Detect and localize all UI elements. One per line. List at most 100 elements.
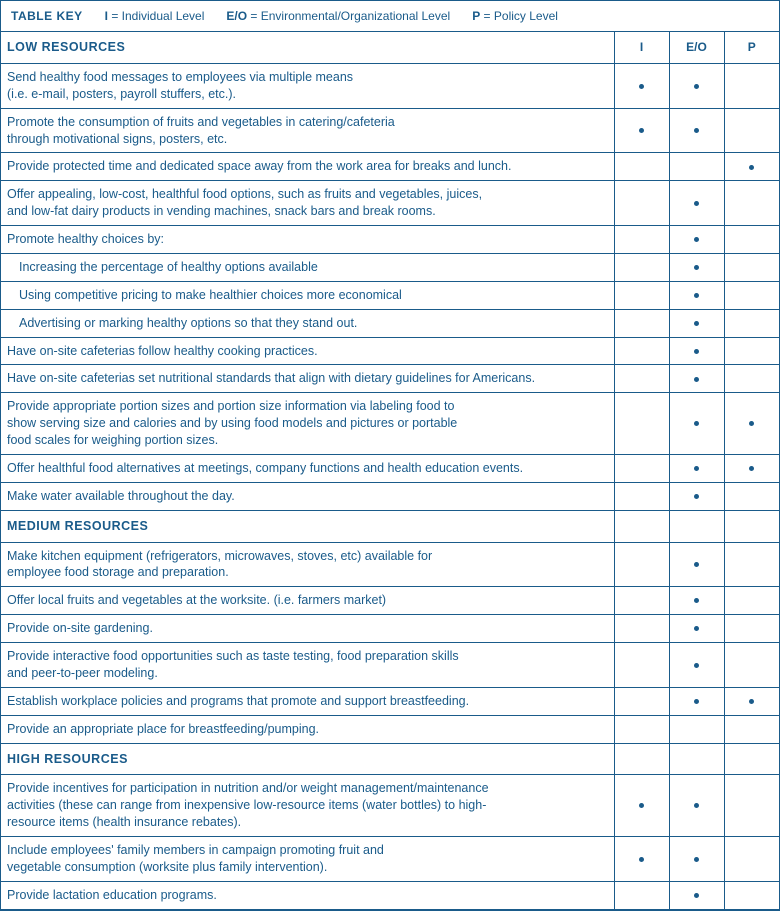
table-key-i-text: = Individual Level <box>111 9 204 23</box>
cell-i <box>614 643 669 688</box>
table-row: Send healthy food messages to employees … <box>1 63 779 108</box>
cell-eo <box>669 775 724 837</box>
cell-p <box>724 108 779 153</box>
cell-i <box>614 181 669 226</box>
row-description: Send healthy food messages to employees … <box>1 63 614 108</box>
cell-eo <box>669 837 724 882</box>
cell-p <box>724 365 779 393</box>
table-row: Provide protected time and dedicated spa… <box>1 153 779 181</box>
table-row: Provide on-site gardening. <box>1 615 779 643</box>
cell-p <box>724 687 779 715</box>
cell-eo <box>669 542 724 587</box>
table-row: Offer local fruits and vegetables at the… <box>1 587 779 615</box>
cell-p <box>724 153 779 181</box>
cell-i <box>614 687 669 715</box>
cell-i <box>614 837 669 882</box>
cell-eo <box>669 715 724 743</box>
table-row: Have on-site cafeterias set nutritional … <box>1 365 779 393</box>
cell-i <box>614 309 669 337</box>
table-row: Provide an appropriate place for breastf… <box>1 715 779 743</box>
table-row: Have on-site cafeterias follow healthy c… <box>1 337 779 365</box>
dot-icon <box>749 699 754 704</box>
cell-i <box>614 775 669 837</box>
cell-i <box>614 715 669 743</box>
table-key-eo: E/O = Environmental/Organizational Level <box>226 9 450 23</box>
table-key-p: P = Policy Level <box>472 9 558 23</box>
dot-icon <box>694 84 699 89</box>
col-header-p: P <box>724 32 779 63</box>
cell-i <box>614 615 669 643</box>
cell-p <box>724 309 779 337</box>
table-key-i-abbr: I <box>105 9 108 23</box>
cell-eo <box>669 687 724 715</box>
resource-table: LOW RESOURCESIE/OPSend healthy food mess… <box>1 32 779 910</box>
dot-icon <box>694 626 699 631</box>
cell-p <box>724 454 779 482</box>
row-description: Offer local fruits and vegetables at the… <box>1 587 614 615</box>
dot-icon <box>694 803 699 808</box>
cell-eo <box>669 226 724 254</box>
row-description: Promote the consumption of fruits and ve… <box>1 108 614 153</box>
cell-eo <box>669 510 724 542</box>
cell-i <box>614 153 669 181</box>
cell-eo <box>669 181 724 226</box>
section-title: HIGH RESOURCES <box>1 743 614 775</box>
cell-eo <box>669 881 724 909</box>
cell-p <box>724 881 779 909</box>
row-description: Provide on-site gardening. <box>1 615 614 643</box>
cell-p <box>724 743 779 775</box>
cell-eo <box>669 743 724 775</box>
row-description: Make kitchen equipment (refrigerators, m… <box>1 542 614 587</box>
dot-icon <box>694 128 699 133</box>
table-row: Include employees' family members in cam… <box>1 837 779 882</box>
cell-p <box>724 542 779 587</box>
dot-icon <box>694 598 699 603</box>
cell-p <box>724 253 779 281</box>
cell-eo <box>669 337 724 365</box>
dot-icon <box>694 237 699 242</box>
dot-icon <box>694 466 699 471</box>
cell-i <box>614 454 669 482</box>
section-header-row: LOW RESOURCESIE/OP <box>1 32 779 63</box>
dot-icon <box>694 562 699 567</box>
table-row: Make water available throughout the day. <box>1 482 779 510</box>
cell-i <box>614 108 669 153</box>
table-row: Provide appropriate portion sizes and po… <box>1 393 779 455</box>
dot-icon <box>749 421 754 426</box>
cell-p <box>724 643 779 688</box>
table-row: Provide incentives for participation in … <box>1 775 779 837</box>
cell-p <box>724 393 779 455</box>
cell-p <box>724 615 779 643</box>
cell-eo <box>669 643 724 688</box>
cell-i <box>614 881 669 909</box>
row-description: Provide an appropriate place for breastf… <box>1 715 614 743</box>
table-row: Make kitchen equipment (refrigerators, m… <box>1 542 779 587</box>
cell-i <box>614 63 669 108</box>
row-description: Provide lactation education programs. <box>1 881 614 909</box>
row-description: Increasing the percentage of healthy opt… <box>1 253 614 281</box>
row-description: Provide appropriate portion sizes and po… <box>1 393 614 455</box>
cell-i <box>614 743 669 775</box>
dot-icon <box>694 201 699 206</box>
dot-icon <box>694 699 699 704</box>
row-description: Provide incentives for participation in … <box>1 775 614 837</box>
cell-eo <box>669 454 724 482</box>
table-container: TABLE KEY I = Individual Level E/O = Env… <box>0 0 780 911</box>
row-description: Offer healthful food alternatives at mee… <box>1 454 614 482</box>
cell-p <box>724 226 779 254</box>
row-description: Promote healthy choices by: <box>1 226 614 254</box>
cell-i <box>614 253 669 281</box>
dot-icon <box>694 293 699 298</box>
table-key-eo-abbr: E/O <box>226 9 247 23</box>
row-description: Provide interactive food opportunities s… <box>1 643 614 688</box>
table-key-label: TABLE KEY <box>11 9 83 23</box>
cell-p <box>724 715 779 743</box>
table-key-p-abbr: P <box>472 9 480 23</box>
cell-p <box>724 337 779 365</box>
dot-icon <box>639 128 644 133</box>
table-row: Promote the consumption of fruits and ve… <box>1 108 779 153</box>
dot-icon <box>694 663 699 668</box>
cell-p <box>724 587 779 615</box>
cell-eo <box>669 253 724 281</box>
cell-eo <box>669 365 724 393</box>
